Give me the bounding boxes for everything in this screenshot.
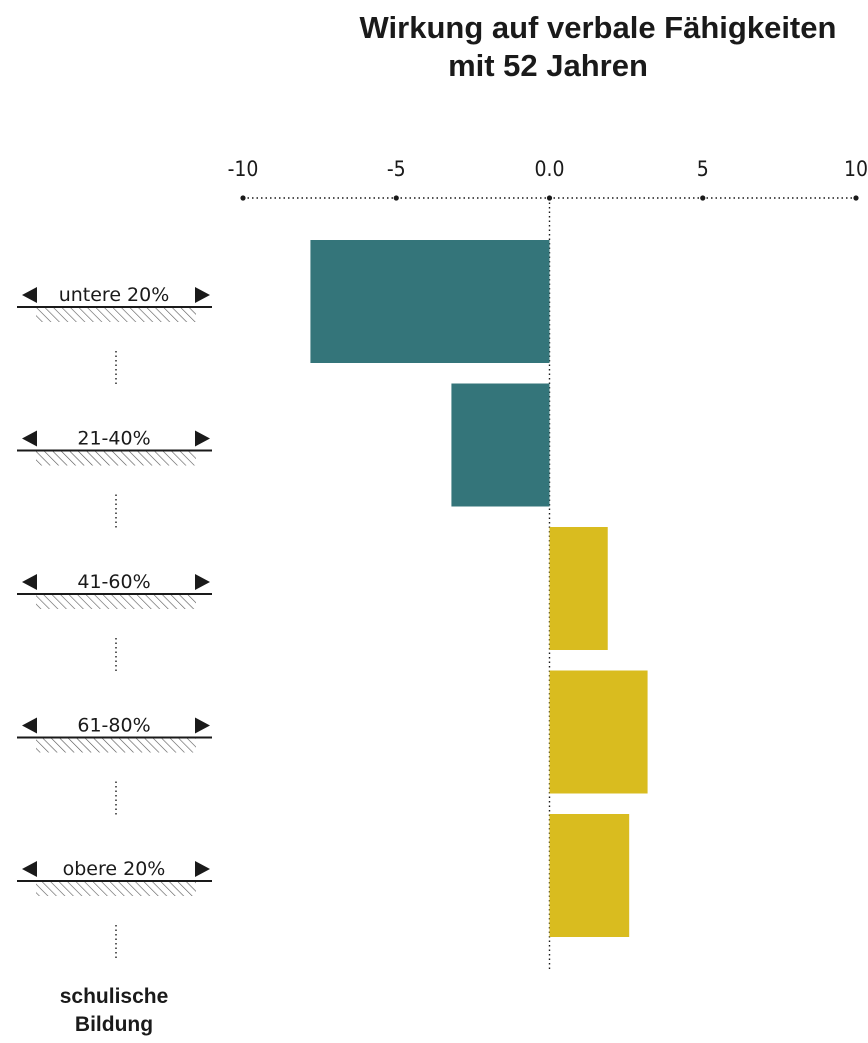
bar — [549, 814, 630, 937]
category-label: obere 20% — [63, 858, 166, 880]
category-label: 21-40% — [77, 428, 150, 450]
x-tick-label: -10 — [228, 157, 259, 181]
category-hatch — [36, 595, 196, 609]
x-tick-dot — [853, 195, 859, 201]
left-arrow-icon — [22, 287, 37, 303]
category-hatch — [36, 451, 196, 466]
category-hatch — [36, 882, 196, 896]
left-arrow-icon — [22, 861, 37, 877]
chart-title-line-1: Wirkung auf verbale Fähigkeiten — [360, 10, 837, 45]
category-label: 61-80% — [77, 715, 150, 737]
left-arrow-icon — [22, 574, 37, 590]
right-arrow-icon — [195, 861, 210, 877]
category-hatch — [36, 738, 196, 753]
category-axis-label-line-1: schulische — [60, 985, 169, 1008]
bar — [451, 383, 550, 507]
category-label: untere 20% — [59, 284, 170, 306]
x-tick-dot — [393, 195, 399, 201]
chart-title-line-2: mit 52 Jahren — [448, 48, 648, 83]
chart-marks: -10 -5 0.0 5 10 untere 20% 21-40% 41-60% 61-80% o… — [17, 157, 868, 972]
bar — [549, 527, 608, 650]
x-tick-dot — [240, 195, 246, 201]
x-tick-label: 10 — [844, 157, 868, 181]
bar — [310, 240, 550, 363]
x-tick-label: -5 — [387, 157, 406, 181]
category-hatch — [36, 308, 196, 322]
right-arrow-icon — [195, 717, 210, 734]
category-label: 41-60% — [77, 571, 150, 593]
x-tick-dot — [700, 195, 706, 201]
right-arrow-icon — [195, 430, 210, 447]
right-arrow-icon — [195, 574, 210, 590]
left-arrow-icon — [22, 717, 37, 734]
category-axis-label-line-2: Bildung — [75, 1013, 153, 1036]
right-arrow-icon — [195, 287, 210, 303]
x-tick-label: 0.0 — [534, 157, 564, 181]
bar — [549, 670, 648, 794]
left-arrow-icon — [22, 430, 37, 447]
x-tick-label: 5 — [697, 157, 709, 181]
